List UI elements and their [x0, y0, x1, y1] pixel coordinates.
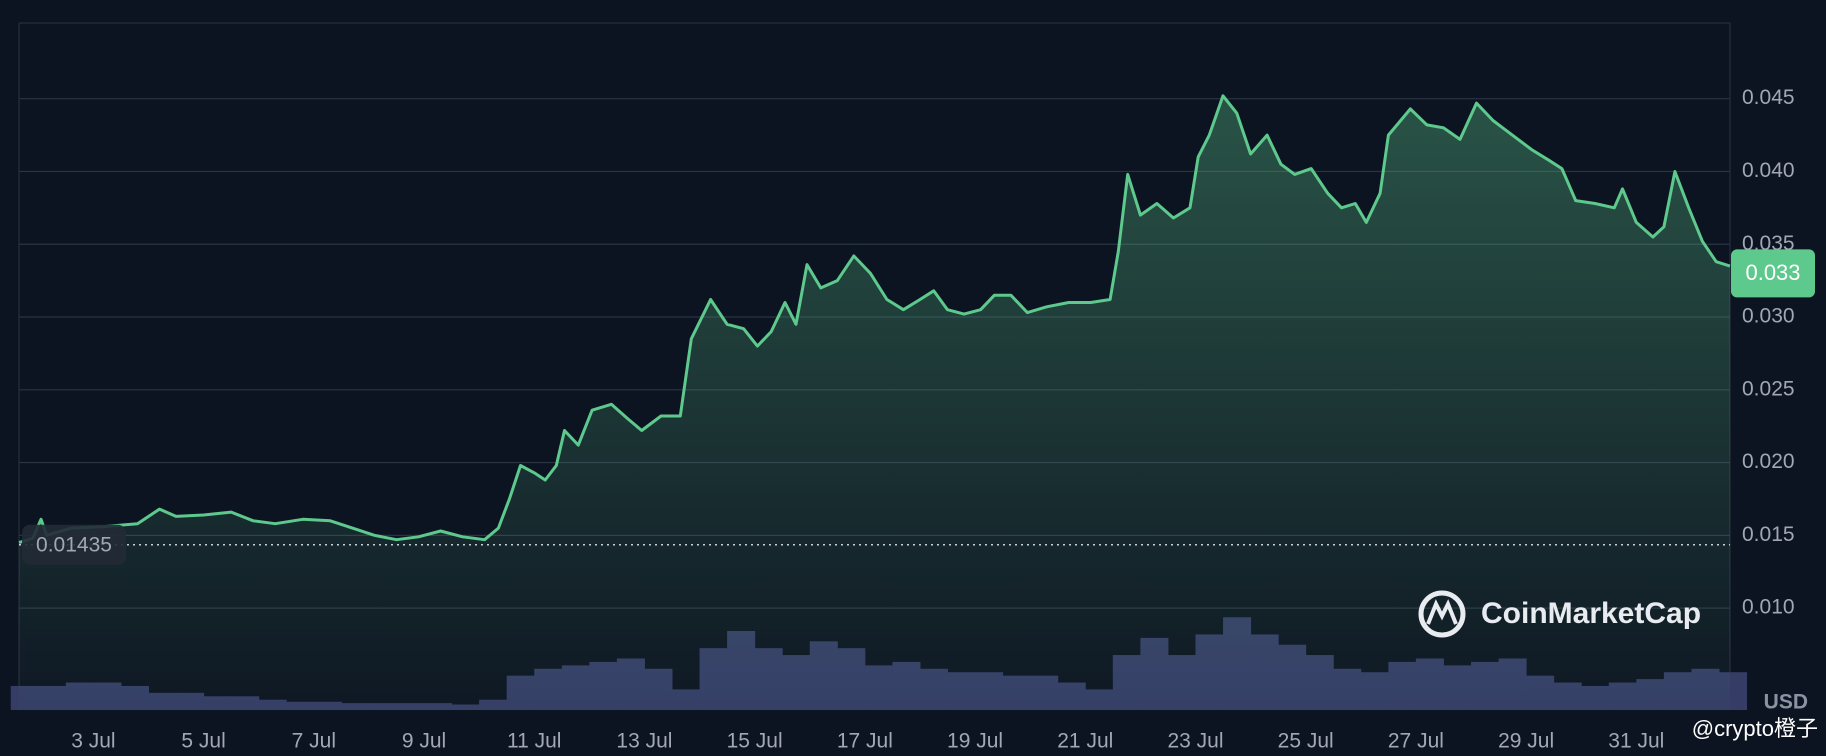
x-tick-label: 11 Jul: [507, 730, 561, 753]
x-tick-label: 9 Jul: [402, 730, 446, 753]
watermark-logo: CoinMarketCap: [1418, 590, 1701, 638]
current-badge: [1731, 249, 1815, 298]
x-tick-label: 15 Jul: [727, 730, 783, 753]
reference-label: 0.01435: [36, 533, 112, 556]
x-tick-label: 29 Jul: [1498, 730, 1554, 753]
logo-m: [1426, 599, 1458, 625]
y-tick-label: 0.020: [1742, 450, 1795, 473]
area: [19, 95, 1730, 711]
plot: 0.01435 0.033: [18, 94, 1815, 711]
x-tick-label: 17 Jul: [837, 730, 893, 753]
x-tick-label: 25 Jul: [1278, 730, 1334, 753]
price-line: [18, 94, 1731, 545]
x-tick-label: 5 Jul: [181, 730, 225, 753]
x-tick-label: 23 Jul: [1167, 730, 1223, 753]
reference-badge: [22, 524, 126, 565]
logo-ring: [1418, 590, 1466, 638]
x-tick-label: 7 Jul: [292, 730, 336, 753]
x-tick-label: 13 Jul: [616, 730, 672, 753]
x-tick-label: 31 Jul: [1608, 730, 1664, 753]
y-tick-label: 0.045: [1742, 86, 1795, 109]
current-label: 0.033: [1745, 260, 1800, 285]
y-tick-label: 0.040: [1742, 159, 1795, 182]
x-tick-label: 3 Jul: [71, 730, 115, 753]
y-tick-label: 0.030: [1742, 305, 1795, 328]
y-tick-label: 0.010: [1742, 596, 1795, 619]
axes: 0.010 0.015 0.020 0.025 0.030 0.035 0.040 0.045…: [71, 86, 1794, 752]
unit-label: USD: [1764, 691, 1808, 714]
y-tick-label: 0.025: [1742, 377, 1795, 400]
x-tick-label: 21 Jul: [1057, 730, 1113, 753]
credit: @crypto橙子: [1692, 716, 1818, 741]
x-tick-label: 27 Jul: [1388, 730, 1444, 753]
y-tick-label: 0.015: [1742, 523, 1795, 546]
x-tick-label: 19 Jul: [947, 730, 1003, 753]
y-tick-label: 0.035: [1742, 232, 1795, 255]
watermark: CoinMarketCap: [1481, 597, 1701, 630]
